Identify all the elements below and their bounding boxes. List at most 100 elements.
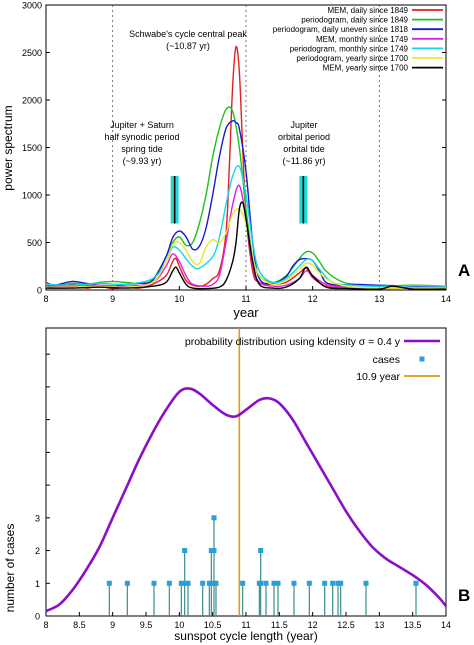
panel-a-legend-label: periodogram, monthly since 1749	[290, 44, 409, 53]
panel-a-series-line-1	[45, 106, 447, 287]
panel-a-annotation-line: Jupiter	[290, 120, 317, 130]
panel-a: 0 500 1000 1500 2000 2500 3000 8 9 10 11 12 13 14 ME…	[1, 1, 470, 321]
panel-a-y-tick-label: 1500	[22, 143, 42, 153]
panel-b-label: B	[458, 586, 470, 605]
panel-b-x-tick-label: 13	[374, 620, 384, 630]
panel-a-label: A	[458, 261, 470, 280]
panel-b-case-marker	[258, 548, 264, 554]
panel-a-x-axis-label: year	[233, 305, 259, 320]
panel-b-x-tick-label: 12.5	[337, 620, 355, 630]
panel-b-x-tick-label: 8.5	[73, 620, 86, 630]
panel-b-x-tick-label: 11	[241, 620, 250, 630]
panel-b-kdensity-line	[45, 387, 448, 613]
panel-a-legend-label: periodogram, yearly since 1700	[296, 54, 408, 63]
panel-a-annotations: Schwabe's cycle central peak (~10.87 yr) J…	[104, 29, 330, 166]
panel-a-series	[45, 45, 447, 290]
panel-b-case-marker	[213, 580, 219, 586]
panel-b-legend-swatch-cases	[419, 356, 425, 362]
panel-a-annotation-line: orbital tide	[283, 144, 325, 154]
panel-b-y-ticks: 0 1 2 3	[35, 353, 50, 622]
panel-a-y-tick-label: 2000	[22, 96, 42, 106]
panel-a-x-tick-label: 10	[174, 294, 184, 304]
panel-b-x-tick-label: 13.5	[404, 620, 422, 630]
panel-a-annotation-line: orbital period	[278, 132, 330, 142]
panel-b-cases-stems	[106, 515, 419, 616]
panel-b-x-tick-label: 9.5	[140, 620, 153, 630]
panel-b-case-marker	[178, 580, 184, 586]
panel-b-case-marker	[275, 580, 281, 586]
panel-a-x-tick-label: 9	[110, 294, 115, 304]
panel-a-annotation-line: spring tide	[121, 144, 163, 154]
panel-a-legend-label: periodogram, daily uneven since 1818	[273, 25, 409, 34]
panel-b-x-ticks: 8 8.5 9 9.5 10 10.5 11 11.5 12 12.5 13 13.5 14	[43, 612, 451, 630]
panel-a-x-tick-label: 14	[441, 294, 451, 304]
panel-b-case-marker	[208, 548, 214, 554]
panel-b-case-marker	[306, 580, 312, 586]
panel-a-y-tick-label: 0	[37, 286, 42, 296]
panel-b-y-tick-label: 3	[35, 513, 40, 523]
panel-a-legend-label: MEM, yearly since 1700	[323, 64, 409, 73]
panel-b-case-marker	[263, 580, 269, 586]
panel-b-y-tick-label: 0	[35, 612, 40, 622]
panel-b-legend-label: probability distribution using kdensity …	[185, 336, 401, 348]
panel-b-y-axis-label: number of cases	[3, 524, 17, 613]
panel-a-series-line-6	[45, 201, 447, 290]
panel-b-case-marker	[240, 580, 246, 586]
panel-a-y-tick-label: 3000	[22, 1, 42, 11]
panel-b-x-tick-label: 14	[441, 620, 451, 630]
panel-b-case-marker	[200, 580, 206, 586]
panel-b-case-marker	[322, 580, 328, 586]
panel-a-series-line-5	[45, 208, 446, 289]
panel-a-legend-label: periodogram, daily since 1849	[301, 16, 408, 25]
panel-b-y-tick-label: 2	[35, 546, 40, 556]
panel-a-y-axis-label: power spectrum	[1, 105, 15, 190]
panel-a-legend-label: MEM, daily since 1849	[328, 6, 409, 15]
panel-b-case-marker	[185, 580, 191, 586]
panel-b-x-tick-label: 10	[174, 620, 184, 630]
panel-a-x-tick-label: 11	[241, 294, 250, 304]
panel-a-x-tick-label: 8	[43, 294, 48, 304]
panel-b-case-marker	[211, 548, 217, 554]
panel-a-annotation-line: (~9.93 yr)	[123, 156, 162, 166]
panel-a-plot-frame	[45, 4, 447, 291]
panel-b-case-marker	[271, 580, 277, 586]
panel-b-legend-label: 10.9 year	[356, 371, 400, 383]
panel-b-plot-frame	[45, 327, 447, 617]
panel-b-case-marker	[258, 580, 264, 586]
panel-a-x-tick-label: 12	[308, 294, 318, 304]
panel-a-y-ticks: 0 500 1000 1500 2000 2500 3000	[22, 1, 446, 296]
panel-a-annotation-line: half synodic period	[104, 132, 179, 142]
panel-b-x-axis-label: sunspot cycle length (year)	[174, 629, 317, 643]
panel-b-case-marker	[106, 580, 112, 586]
panel-b-kdensity-curve	[45, 387, 448, 613]
panel-b-x-tick-label: 11.5	[271, 620, 288, 630]
panel-a-y-tick-label: 1000	[22, 191, 42, 201]
panel-a-tide-bands	[170, 176, 308, 224]
panel-b-case-marker	[363, 580, 369, 586]
panel-a-legend-label: MEM, monthly since 1749	[316, 35, 409, 44]
panel-b-case-marker	[124, 580, 130, 586]
panel-a-x-tick-label: 13	[374, 294, 384, 304]
panel-a-annotation-line: Schwabe's cycle central peak	[129, 29, 247, 39]
panel-a-y-tick-label: 500	[27, 238, 42, 248]
panel-b-case-marker	[208, 580, 214, 586]
panel-b-case-marker	[211, 515, 217, 521]
panel-a-annotation-line: (~11.86 yr)	[282, 156, 325, 166]
panel-b-case-marker	[330, 580, 336, 586]
panel-b-case-marker	[182, 548, 188, 554]
panel-b-x-tick-label: 9	[110, 620, 115, 630]
panel-b-case-marker	[182, 580, 188, 586]
panel-b-legend-label: cases	[373, 354, 400, 366]
panel-b-case-marker	[291, 580, 297, 586]
panel-b-case-marker	[413, 580, 419, 586]
panel-b-x-tick-label: 12	[308, 620, 318, 630]
panel-b-legend: probability distribution using kdensity …	[185, 336, 440, 383]
panel-a-annotation-line: (~10.87 yr)	[166, 41, 210, 51]
panel-b-case-marker	[151, 580, 157, 586]
panel-a-annotation-line: Jupiter + Saturn	[110, 120, 174, 130]
panel-b-x-tick-label: 10.5	[204, 620, 222, 630]
panel-b-x-tick-label: 8	[43, 620, 48, 630]
